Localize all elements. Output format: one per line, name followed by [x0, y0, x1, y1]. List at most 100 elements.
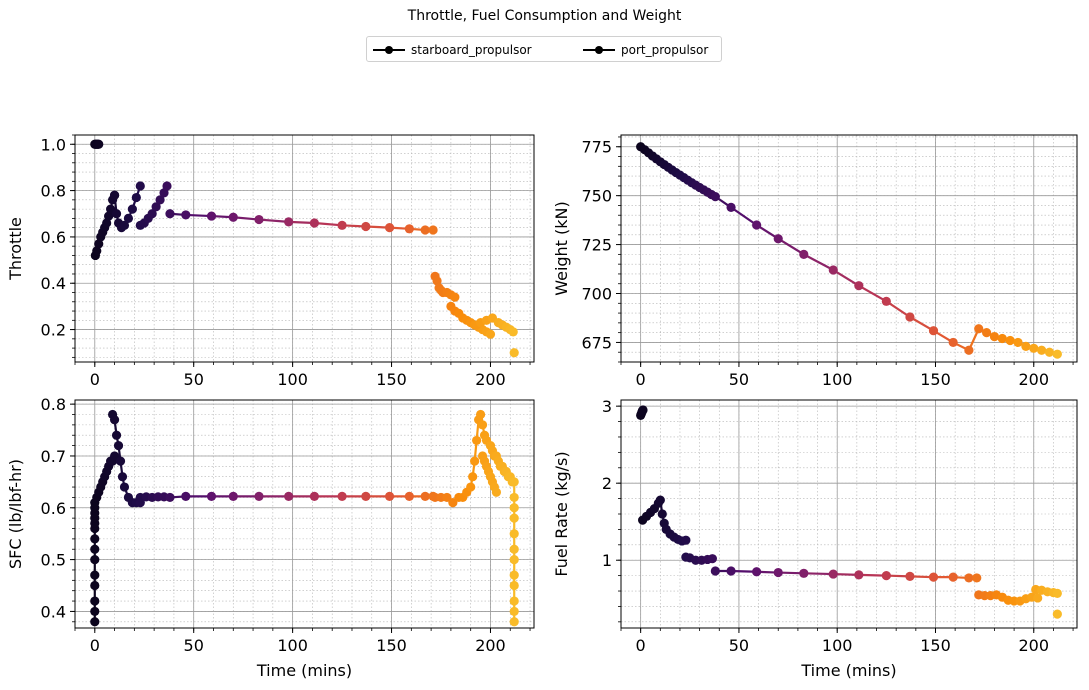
series-line-segment: [313, 221, 344, 227]
data-point: [384, 491, 395, 501]
y-tick-label: 2: [602, 474, 612, 493]
data-point: [165, 209, 175, 219]
x-tick-label: 0: [636, 370, 646, 389]
y-tick-label: 0.7: [41, 447, 66, 466]
y-tick-label: 0.6: [41, 228, 66, 247]
data-point: [509, 513, 519, 523]
data-point: [119, 220, 130, 230]
data-point: [491, 487, 502, 497]
y-tick-label: 0.2: [41, 321, 66, 340]
legend-entry-port: port_propulsor: [583, 41, 708, 59]
data-point: [710, 192, 720, 202]
data-point: [854, 281, 864, 291]
data-point: [828, 569, 838, 579]
legend-label-starboard: starboard_propulsor: [411, 43, 532, 57]
data-point: [1013, 337, 1023, 348]
data-point: [508, 327, 518, 337]
data-point: [206, 211, 217, 221]
data-point: [1029, 343, 1039, 353]
data-point: [881, 571, 891, 581]
data-point: [284, 491, 294, 501]
data-point: [972, 573, 982, 583]
data-point: [509, 596, 519, 606]
x-tick-label: 150: [376, 370, 407, 389]
legend-label-port: port_propulsor: [621, 43, 709, 57]
y-tick-label: 775: [581, 138, 612, 157]
x-tick-label: 150: [920, 636, 951, 655]
data-point: [989, 331, 1000, 342]
data-point: [109, 451, 120, 461]
data-point: [948, 337, 958, 348]
data-point: [420, 225, 430, 235]
data-point: [509, 544, 519, 554]
data-point: [90, 596, 100, 606]
data-point: [472, 435, 482, 446]
data-point: [442, 492, 452, 503]
y-tick-label: 0.6: [41, 499, 66, 518]
x-tick-label: 200: [475, 370, 506, 389]
data-point: [123, 213, 134, 223]
data-point: [90, 555, 100, 565]
data-point: [509, 606, 519, 617]
data-point: [404, 224, 414, 234]
data-point: [147, 209, 157, 219]
data-point: [773, 234, 783, 244]
data-point: [752, 220, 762, 230]
data-point: [404, 491, 414, 501]
data-point: [509, 503, 519, 513]
x-tick-label: 200: [1018, 370, 1049, 389]
data-point: [361, 491, 371, 501]
data-point: [477, 420, 488, 430]
data-point: [509, 580, 519, 591]
data-point: [726, 566, 736, 576]
data-point: [964, 345, 974, 355]
data-point: [131, 192, 141, 203]
data-point: [337, 220, 347, 230]
data-point: [102, 218, 112, 228]
series-line-segment: [729, 206, 758, 227]
y-axis-label: Weight (kN): [552, 201, 571, 296]
y-axis-label: Fuel Rate (kg/s): [552, 451, 571, 576]
data-point: [974, 324, 984, 334]
x-tick-label: 0: [90, 636, 100, 655]
data-point: [964, 573, 974, 583]
data-point: [90, 570, 100, 580]
data-point: [799, 249, 809, 259]
data-point: [111, 430, 122, 440]
panel-sfc: 0 50 100 150 200 0.4 0.5 0.6 0.7 0.8 SFC (lb/lbf-h…: [6, 395, 535, 680]
data-point: [420, 491, 430, 501]
data-point: [509, 529, 519, 539]
series-line-segment: [802, 253, 835, 272]
data-point: [361, 221, 371, 232]
x-tick-label: 200: [1018, 636, 1049, 655]
figure-title: Throttle, Fuel Consumption and Weight: [407, 8, 682, 24]
series-line-segment: [777, 237, 805, 256]
data-point: [165, 492, 175, 503]
data-point: [90, 544, 100, 554]
axes-frame: [620, 399, 1078, 629]
data-point: [1052, 349, 1062, 359]
data-point: [228, 212, 238, 222]
data-point: [151, 202, 161, 212]
axes-frame: [74, 134, 535, 363]
data-point: [752, 567, 762, 577]
data-point: [117, 472, 128, 482]
data-point: [90, 606, 100, 617]
x-tick-label: 100: [277, 370, 308, 389]
data-point: [309, 491, 319, 501]
data-point: [681, 535, 691, 545]
data-point: [1052, 609, 1062, 619]
x-tick-label: 50: [729, 370, 749, 389]
x-tick-label: 50: [184, 636, 204, 655]
data-point: [799, 568, 809, 578]
legend-marker-starboard: [373, 46, 405, 54]
legend-entry-starboard: starboard_propulsor: [373, 41, 532, 59]
data-point: [828, 265, 838, 275]
data-point: [155, 195, 165, 205]
data-point: [509, 555, 519, 565]
x-tick-label: 0: [90, 370, 100, 389]
y-axis-label: SFC (lb/lbf-hr): [6, 459, 25, 569]
data-point: [905, 312, 915, 322]
y-tick-label: 750: [581, 187, 612, 206]
x-tick-label: 100: [822, 370, 853, 389]
